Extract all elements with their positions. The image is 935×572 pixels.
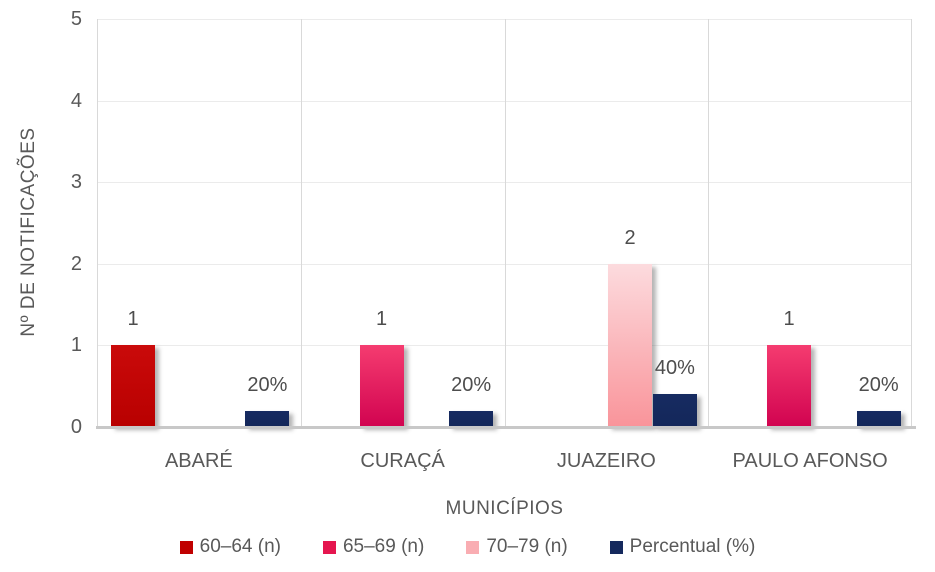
bar-percentual-paulo-afonso (856, 410, 901, 427)
bar-data-label: 1 (127, 308, 139, 331)
legend-label: Percentual (%) (629, 536, 756, 557)
bar-60-64-n-abaré (111, 345, 155, 427)
legend-item-percentual: Percentual (%) (609, 536, 756, 558)
legend-item-60-64-n: 60–64 (n) (179, 536, 281, 558)
plot-area: 1 1 1 2 20% 20% 40% 20% (97, 19, 912, 427)
x-tick-label: ABARÉ (164, 450, 233, 472)
legend-swatch-icon (466, 540, 480, 554)
legend-swatch-icon (322, 540, 336, 554)
bar-percentual-curaçá (449, 410, 494, 427)
gridline-vertical (97, 19, 98, 427)
bar-data-label: 1 (375, 308, 388, 331)
gridline-vertical (504, 19, 506, 427)
legend-label: 60–64 (n) (199, 536, 281, 557)
bar-70-79-n-juazeiro (608, 263, 653, 427)
x-tick-label: PAULO AFONSO (732, 450, 888, 472)
y-tick-label: 4 (70, 89, 82, 112)
legend-swatch-icon (609, 540, 623, 554)
y-tick-label: 0 (70, 416, 82, 438)
legend: 60–64 (n) 65–69 (n) 70–79 (n) Percentual (%… (0, 536, 935, 558)
y-tick-label: 2 (70, 252, 82, 275)
x-tick-label: JUAZEIRO (556, 450, 656, 472)
bar-data-label: 2 (624, 226, 636, 249)
legend-item-65-69-n: 65–69 (n) (322, 536, 425, 558)
bar-65-69-n-curaçá (359, 345, 404, 427)
bar-data-label: 40% (654, 357, 695, 380)
bar-data-label: 20% (247, 373, 288, 396)
x-axis-line (96, 426, 916, 429)
y-tick-label: 3 (70, 171, 82, 194)
legend-swatch-icon (179, 540, 193, 554)
bar-percentual-juazeiro (652, 394, 697, 427)
gridline-vertical (708, 19, 710, 427)
bar-percentual-abaré (245, 410, 290, 427)
bar-data-label: 20% (451, 373, 492, 396)
bar-data-label: 1 (783, 308, 795, 331)
y-tick-label: 1 (70, 334, 82, 357)
y-tick-label: 5 (70, 8, 82, 30)
legend-label: 70–79 (n) (486, 536, 568, 557)
legend-item-70-79-n: 70–79 (n) (466, 536, 568, 558)
legend-label: 65–69 (n) (342, 536, 425, 557)
x-tick-label: CURAÇÁ (360, 450, 445, 472)
gridline-vertical (300, 19, 302, 427)
bar-data-label: 20% (858, 373, 899, 396)
x-axis-title: MUNICÍPIOS (445, 498, 564, 519)
bar-65-69-n-paulo-afonso (767, 345, 812, 427)
y-axis-title: Nº DE NOTIFICAÇÕES (18, 127, 39, 337)
gridline-vertical (911, 19, 912, 427)
